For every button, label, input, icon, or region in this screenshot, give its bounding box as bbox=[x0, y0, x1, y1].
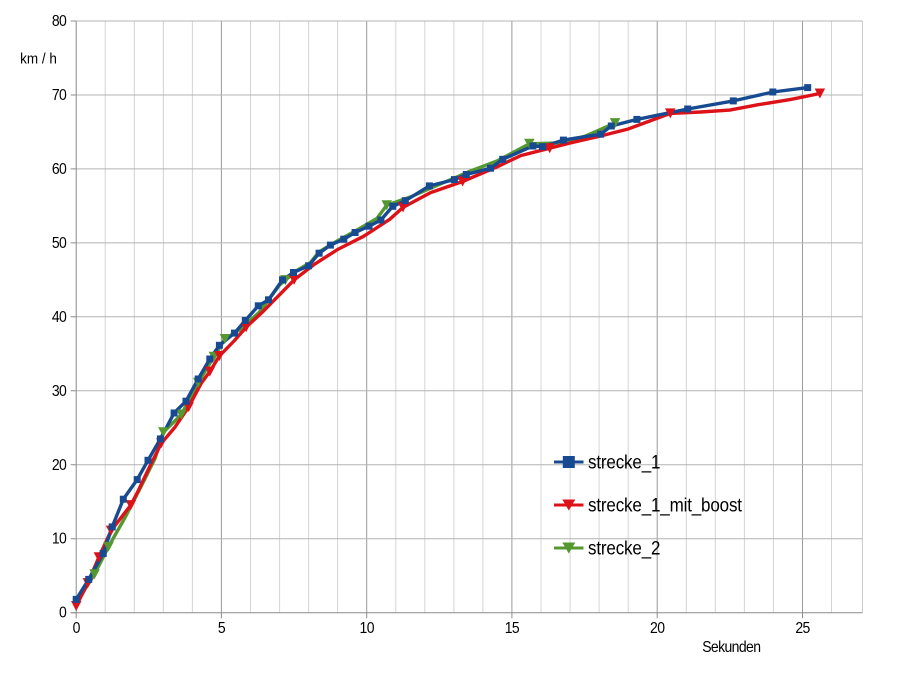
svg-text:60: 60 bbox=[52, 161, 67, 178]
svg-text:strecke_1_mit_boost: strecke_1_mit_boost bbox=[588, 495, 742, 517]
svg-text:80: 80 bbox=[52, 13, 67, 30]
svg-text:10: 10 bbox=[360, 620, 375, 637]
svg-text:20: 20 bbox=[650, 620, 665, 637]
svg-text:5: 5 bbox=[218, 620, 226, 637]
svg-text:strecke_1: strecke_1 bbox=[588, 452, 660, 474]
svg-text:20: 20 bbox=[52, 457, 67, 474]
svg-text:15: 15 bbox=[505, 620, 520, 637]
svg-text:10: 10 bbox=[52, 531, 67, 548]
svg-text:Sekunden: Sekunden bbox=[702, 639, 761, 656]
svg-text:40: 40 bbox=[52, 309, 67, 326]
svg-text:0: 0 bbox=[73, 620, 81, 637]
svg-text:70: 70 bbox=[52, 87, 67, 104]
svg-text:30: 30 bbox=[52, 383, 67, 400]
svg-text:km / h: km / h bbox=[20, 51, 57, 68]
svg-text:0: 0 bbox=[59, 605, 67, 622]
svg-text:strecke_2: strecke_2 bbox=[588, 538, 660, 560]
svg-text:25: 25 bbox=[795, 620, 810, 637]
svg-text:50: 50 bbox=[52, 235, 67, 252]
